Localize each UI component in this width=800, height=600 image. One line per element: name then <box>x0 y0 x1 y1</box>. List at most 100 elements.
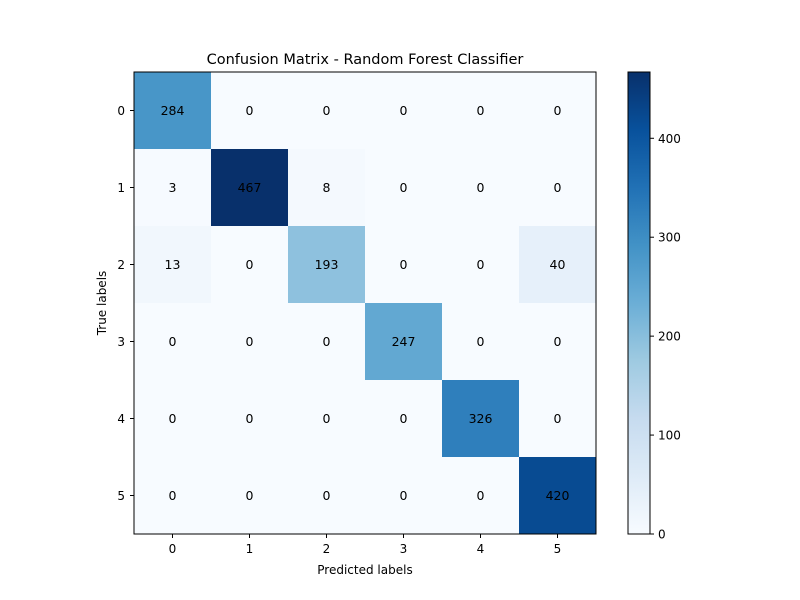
cell-value-label: 0 <box>246 488 254 503</box>
x-axis-label: Predicted labels <box>317 563 412 577</box>
cell-value-label: 0 <box>477 334 485 349</box>
heatmap-cell <box>519 72 597 150</box>
heatmap-cell <box>288 380 366 458</box>
cell-value-label: 0 <box>554 411 562 426</box>
colorbar-gradient <box>628 72 650 534</box>
cell-value-label: 0 <box>246 257 254 272</box>
heatmap-cell <box>211 380 289 458</box>
colorbar-tick-label: 300 <box>658 231 681 245</box>
cell-value-label: 0 <box>169 488 177 503</box>
x-tick-label: 2 <box>323 542 331 556</box>
plot-frame <box>133 71 597 535</box>
colorbar-tick-label: 0 <box>658 528 666 542</box>
cell-value-label: 0 <box>400 411 408 426</box>
cell-value-label: 326 <box>469 411 493 426</box>
heatmap-cell <box>211 303 289 381</box>
cell-value-label: 0 <box>323 411 331 426</box>
y-tick-label: 3 <box>117 335 125 349</box>
heatmap-cell <box>288 72 366 150</box>
cell-value-label: 0 <box>554 103 562 118</box>
cell-value-label: 3 <box>169 180 177 195</box>
cell-value-label: 0 <box>246 334 254 349</box>
heatmap-cell <box>442 72 520 150</box>
colorbar-tick-label: 400 <box>658 132 681 146</box>
cell-value-label: 0 <box>477 103 485 118</box>
colorbar-tick-label: 100 <box>658 429 681 443</box>
cell-value-label: 193 <box>315 257 339 272</box>
y-tick-label: 5 <box>117 489 125 503</box>
cell-value-label: 284 <box>161 103 185 118</box>
heatmap-cell <box>365 380 443 458</box>
colorbar-ticks: 0 100 200 300 400 <box>650 132 681 542</box>
chart-title: Confusion Matrix - Random Forest Classif… <box>207 52 524 68</box>
heatmap-cell <box>134 149 212 227</box>
y-axis-label: True labels <box>95 271 109 337</box>
heatmap-cell <box>442 149 520 227</box>
cell-labels: 284 0 0 0 0 0 3 467 8 0 0 0 13 0 193 0 0 40 0 0 0 247 0 0 0 0 0 0 32… <box>161 103 570 503</box>
heatmap-cell <box>519 226 597 304</box>
heatmap-cell <box>442 457 520 535</box>
heatmap-cell <box>288 457 366 535</box>
cell-value-label: 0 <box>246 411 254 426</box>
heatmap-cell <box>442 303 520 381</box>
cell-value-label: 0 <box>323 334 331 349</box>
cell-value-label: 0 <box>400 488 408 503</box>
cell-value-label: 0 <box>400 103 408 118</box>
heatmap-cell <box>288 149 366 227</box>
heatmap-cell <box>442 226 520 304</box>
heatmap-cell <box>365 303 443 381</box>
heatmap-cell <box>519 380 597 458</box>
heatmap-cell <box>211 457 289 535</box>
x-tick-label: 0 <box>169 542 177 556</box>
heatmap-cell <box>442 380 520 458</box>
cell-value-label: 0 <box>169 411 177 426</box>
cell-value-label: 0 <box>477 180 485 195</box>
heatmap-cell <box>519 457 597 535</box>
heatmap-cell <box>365 72 443 150</box>
cell-value-label: 0 <box>477 488 485 503</box>
heatmap-cell <box>134 72 212 150</box>
heatmap-cell <box>134 226 212 304</box>
y-tick-label: 0 <box>117 104 125 118</box>
y-tick-label: 2 <box>117 258 125 272</box>
x-tick-label: 1 <box>246 542 254 556</box>
cell-value-label: 0 <box>400 257 408 272</box>
cell-value-label: 467 <box>238 180 262 195</box>
cell-value-label: 247 <box>392 334 416 349</box>
heatmap-cells <box>134 72 597 535</box>
x-tick-label: 3 <box>400 542 408 556</box>
cell-value-label: 0 <box>554 334 562 349</box>
cell-value-label: 0 <box>477 257 485 272</box>
heatmap-cell <box>365 457 443 535</box>
heatmap-cell <box>211 149 289 227</box>
cell-value-label: 0 <box>246 103 254 118</box>
heatmap-cell <box>134 457 212 535</box>
cell-value-label: 0 <box>554 180 562 195</box>
colorbar-tick-label: 200 <box>658 330 681 344</box>
heatmap-cell <box>288 303 366 381</box>
y-axis-ticks: 0 1 2 3 4 5 <box>117 104 134 503</box>
x-tick-label: 5 <box>554 542 562 556</box>
cell-value-label: 13 <box>165 257 181 272</box>
y-tick-label: 4 <box>117 412 125 426</box>
heatmap-cell <box>211 226 289 304</box>
cell-value-label: 0 <box>323 103 331 118</box>
x-tick-label: 4 <box>477 542 485 556</box>
cell-value-label: 40 <box>550 257 566 272</box>
heatmap-cell <box>134 303 212 381</box>
cell-value-label: 0 <box>169 334 177 349</box>
cell-value-label: 420 <box>546 488 570 503</box>
y-tick-label: 1 <box>117 181 125 195</box>
x-axis-ticks: 0 1 2 3 4 5 <box>169 534 562 556</box>
colorbar-frame <box>627 71 651 535</box>
heatmap-cell <box>365 226 443 304</box>
heatmap-cell <box>134 380 212 458</box>
heatmap-cell <box>211 72 289 150</box>
heatmap-cell <box>519 149 597 227</box>
heatmap-cell <box>288 226 366 304</box>
cell-value-label: 8 <box>323 180 331 195</box>
heatmap-cell <box>519 303 597 381</box>
cell-value-label: 0 <box>400 180 408 195</box>
cell-value-label: 0 <box>323 488 331 503</box>
